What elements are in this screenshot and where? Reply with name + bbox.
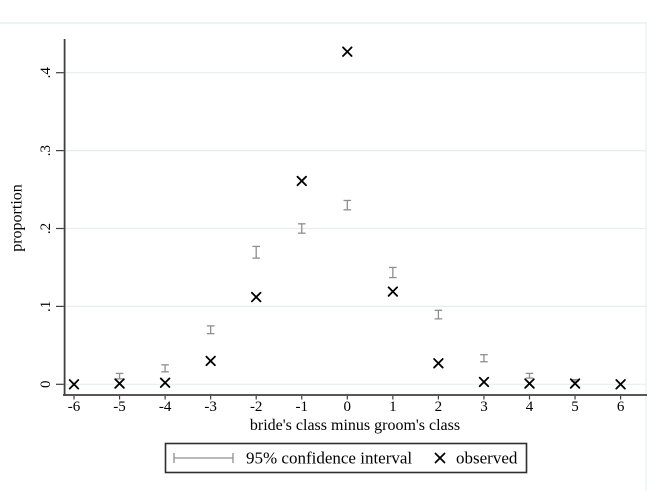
x-tick-label: -4 [159, 399, 172, 415]
observed-series [68, 46, 626, 390]
legend-observed-label: observed [456, 449, 518, 468]
error-bar [525, 372, 534, 379]
marker-stroke [296, 175, 307, 187]
error-bar [343, 199, 352, 211]
x-marker-icon [434, 452, 446, 464]
observed-marker [68, 379, 80, 390]
observed-marker [524, 378, 535, 389]
y-tick-label: 0 [38, 381, 54, 389]
observed-marker [387, 286, 399, 297]
x-tick-label: -1 [296, 399, 309, 415]
observed-marker [296, 175, 307, 187]
x-axis-title: bride's class minus groom's class [250, 417, 460, 434]
error-bar [480, 354, 488, 363]
gridlines [65, 72, 646, 385]
error-bar [389, 266, 397, 279]
y-axis-title: proportion [9, 184, 26, 252]
observed-marker [433, 358, 444, 369]
marker-stroke [342, 46, 353, 57]
error-bar [434, 309, 443, 320]
marker-stroke [615, 379, 626, 390]
observed-marker [569, 378, 581, 389]
marker-stroke [387, 286, 399, 297]
error-bar [297, 223, 306, 234]
observed-marker [159, 377, 171, 388]
axes [56, 39, 647, 400]
marker-stroke [114, 378, 125, 389]
x-tick-label: 0 [344, 399, 352, 415]
error-bar [161, 364, 169, 373]
x-tick-label: -5 [113, 399, 126, 415]
tick-labels: 0 .1 .2 .3 .4 -6 -5 -4 -3 -2 -1 0 1 2 3 4 5 6 [38, 67, 625, 415]
marker-stroke [159, 377, 171, 388]
y-tick-label: .3 [38, 145, 54, 156]
y-tick-label: .1 [38, 301, 54, 312]
marker-stroke [433, 358, 444, 369]
marker-stroke [478, 376, 490, 388]
legend-ci-label: 95% confidence interval [246, 449, 412, 468]
marker-stroke [250, 291, 262, 303]
error-bar [115, 372, 124, 380]
legend: 95% confidence interval observed [164, 442, 528, 474]
observed-marker [205, 355, 216, 367]
x-tick-label: 3 [480, 399, 488, 415]
x-tick-label: 1 [389, 399, 397, 415]
x-tick-label: 2 [435, 399, 443, 415]
x-tick-label: -2 [250, 399, 263, 415]
x-tick-label: 4 [526, 399, 534, 415]
error-bar [206, 325, 215, 335]
marker-stroke [68, 379, 80, 390]
y-tick-label: .4 [38, 67, 54, 79]
x-tick-label: -6 [68, 399, 81, 415]
observed-marker [478, 376, 490, 388]
error-bar-icon [173, 453, 234, 463]
y-tick-label: .2 [38, 223, 54, 234]
x-tick-label: 6 [617, 399, 625, 415]
marker-stroke [205, 355, 216, 367]
observed-marker [615, 379, 626, 390]
x-tick-label: -3 [204, 399, 217, 415]
error-bar [252, 245, 260, 259]
observed-marker [342, 46, 353, 57]
marker-stroke [524, 378, 535, 389]
observed-marker [250, 291, 262, 303]
observed-marker [114, 378, 125, 389]
marker-stroke [569, 378, 581, 389]
plot-frame [0, 22, 647, 491]
x-tick-label: 5 [571, 399, 579, 415]
ci-series [115, 199, 579, 382]
